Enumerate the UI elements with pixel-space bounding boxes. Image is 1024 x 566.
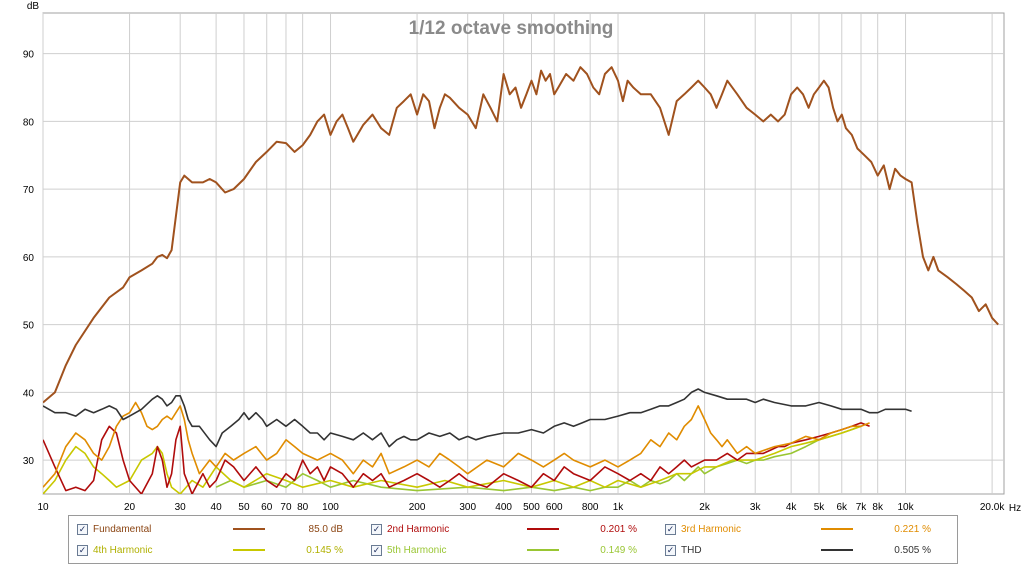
legend-checkbox[interactable] — [371, 544, 382, 556]
plot-background — [42, 12, 1005, 495]
x-tick-label: 2k — [699, 502, 711, 513]
legend-checkbox[interactable] — [371, 523, 382, 535]
x-tick-label: 6k — [836, 502, 848, 513]
legend-label: 5th Harmonic — [387, 544, 447, 556]
axis-labels: 10 20 30 40 50 60 70 80 100 200 300 400 500 600 800 1k 2… — [23, 50, 1005, 513]
legend-checkbox[interactable] — [665, 544, 676, 556]
x-tick-label: 8k — [872, 502, 884, 513]
chart-title: 1/12 octave smoothing — [409, 18, 614, 39]
legend-value: 0.201 % — [600, 523, 637, 535]
legend-value: 0.149 % — [600, 544, 637, 556]
x-tick-label: 600 — [546, 502, 563, 513]
x-tick-label: 40 — [211, 502, 223, 513]
x-tick-label: 200 — [409, 502, 426, 513]
legend-swatch — [527, 549, 559, 551]
x-axis-unit: Hz — [1009, 503, 1021, 514]
legend-item: 5th Harmonic 0.149 % — [371, 541, 637, 559]
legend-value: 85.0 dB — [308, 523, 343, 535]
legend-item: 2nd Harmonic 0.201 % — [371, 520, 637, 538]
y-tick-label: 70 — [23, 185, 35, 196]
legend-checkbox[interactable] — [665, 523, 676, 535]
frequency-response-chart: 10 20 30 40 50 60 70 80 100 200 300 400 500 600 800 1k 2… — [23, 1, 1021, 514]
legend-item: Fundamental 85.0 dB — [77, 520, 343, 538]
grid-lines — [42, 13, 1004, 494]
legend-checkbox[interactable] — [77, 544, 88, 556]
legend-value: 0.221 % — [894, 523, 931, 535]
legend-item: 4th Harmonic 0.145 % — [77, 541, 343, 559]
legend-checkbox[interactable] — [77, 523, 88, 535]
x-tick-label: 20.0k — [980, 502, 1005, 513]
x-tick-label: 100 — [322, 502, 339, 513]
x-tick-label: 10 — [37, 502, 49, 513]
y-tick-label: 30 — [23, 456, 35, 467]
legend-swatch — [233, 549, 265, 551]
legend: Fundamental 85.0 dB 2nd Harmonic 0.201 % 3rd… — [68, 515, 958, 564]
series-line-2nd-harmonic — [43, 422, 870, 494]
legend-label: 3rd Harmonic — [681, 523, 742, 535]
x-tick-label: 30 — [175, 502, 187, 513]
x-tick-label: 400 — [495, 502, 512, 513]
x-tick-label: 80 — [297, 502, 309, 513]
legend-label: Fundamental — [93, 523, 152, 535]
series-line-3rd-harmonic — [43, 401, 870, 488]
x-tick-label: 20 — [124, 502, 136, 513]
series-layer — [43, 66, 999, 494]
legend-label: THD — [681, 544, 702, 556]
x-tick-label: 4k — [786, 502, 798, 513]
x-tick-label: 10k — [897, 502, 914, 513]
series-line-fundamental — [43, 66, 999, 404]
y-axis-label: dB — [27, 1, 40, 12]
legend-swatch — [821, 549, 853, 551]
series-line-4th-harmonic — [43, 425, 862, 494]
y-tick-label: 80 — [23, 117, 35, 128]
legend-label: 2nd Harmonic — [387, 523, 450, 535]
y-tick-label: 60 — [23, 253, 35, 264]
x-tick-label: 300 — [459, 502, 476, 513]
legend-label: 4th Harmonic — [93, 544, 153, 556]
x-tick-label: 5k — [814, 502, 826, 513]
legend-value: 0.505 % — [894, 544, 931, 556]
y-tick-label: 90 — [23, 50, 35, 61]
y-tick-label: 40 — [23, 388, 35, 399]
x-tick-label: 1k — [613, 502, 625, 513]
legend-item: 3rd Harmonic 0.221 % — [665, 520, 931, 538]
x-tick-label: 7k — [856, 502, 868, 513]
legend-item: THD 0.505 % — [665, 541, 931, 559]
x-tick-label: 500 — [523, 502, 540, 513]
x-tick-label: 60 — [261, 502, 273, 513]
legend-swatch — [233, 528, 265, 530]
x-tick-label: 800 — [582, 502, 599, 513]
legend-value: 0.145 % — [306, 544, 343, 556]
x-tick-label: 70 — [280, 502, 292, 513]
legend-swatch — [821, 528, 853, 530]
x-tick-label: 3k — [750, 502, 762, 513]
legend-swatch — [527, 528, 559, 530]
y-tick-label: 50 — [23, 321, 35, 332]
x-tick-label: 50 — [238, 502, 250, 513]
series-line-thd — [43, 388, 912, 448]
